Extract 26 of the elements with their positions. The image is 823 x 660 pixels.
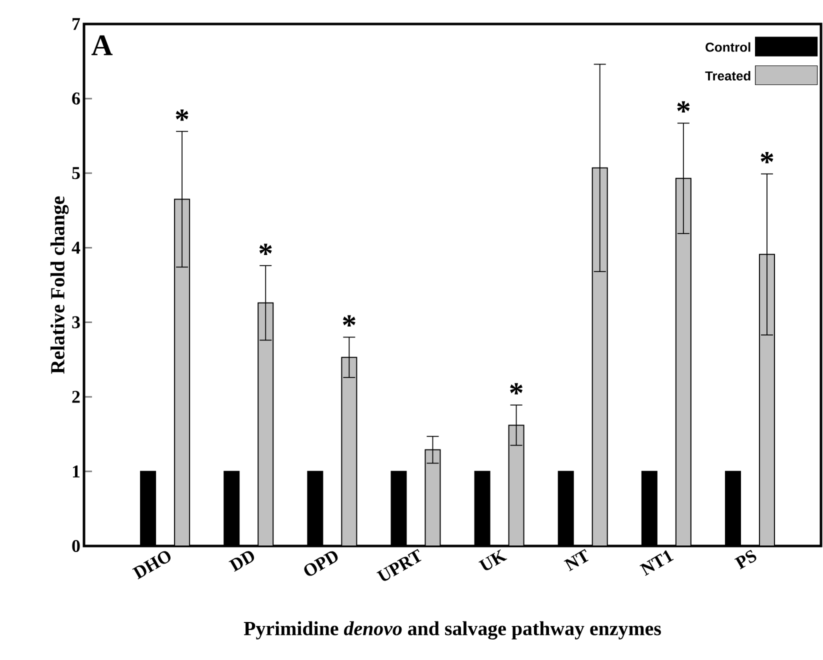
x-tick-label: OPD [304,551,338,576]
y-tick-label: 5 [72,167,80,180]
x-tick-label: DHO [132,551,171,580]
data-label: * [342,315,356,327]
y-tick-label: 7 [72,18,80,30]
x-tick-label: PS [734,550,756,570]
x-tick-label: NT [564,548,589,572]
y-tick-label: 2 [72,390,80,403]
y-tick-label: 1 [72,466,80,478]
legend-label: Treated [705,70,750,81]
y-tick-label: 3 [72,316,80,328]
x-tick-label: DD [228,551,254,572]
annotation: A [92,35,113,56]
data-label: * [259,244,272,255]
y-tick-label: 4 [72,242,80,254]
x-tick-label: UK [478,549,508,570]
data-label: * [677,101,690,113]
data-label: * [760,152,774,164]
y-axis-title: Relative Fold change [50,196,69,374]
data-label: * [176,109,188,121]
y-tick-label: 0 [72,540,80,552]
y-tick-label: 6 [72,92,80,105]
x-axis-title: Pyrimidine denovo and salvage pathway enzymes [244,621,661,640]
legend-label: Control [706,42,750,52]
x-tick-label: NT1 [640,550,674,576]
data-label: * [510,383,523,394]
